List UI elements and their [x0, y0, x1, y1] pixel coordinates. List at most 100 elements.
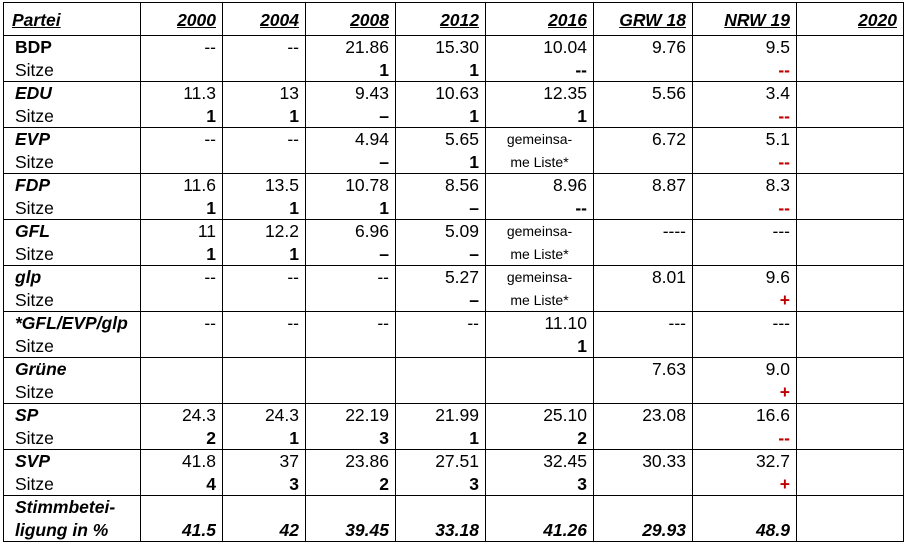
- vote-share: 9.5: [765, 37, 790, 57]
- result-cell: 6.72: [593, 127, 693, 174]
- vote-share: --: [204, 267, 216, 287]
- turnout-cell: 41.26: [485, 495, 594, 542]
- seat-count: 1: [289, 243, 299, 264]
- party-label-cell: GFL Sitze: [3, 219, 141, 266]
- result-cell: [796, 127, 904, 174]
- vote-share: 6.96: [354, 221, 389, 241]
- seat-count: --: [575, 59, 587, 80]
- turnout-label-line2: ligung in %: [15, 519, 109, 540]
- vote-share: 5.1: [765, 129, 790, 149]
- result-cell: 12.35 1: [485, 81, 594, 128]
- vote-share: 32.7: [755, 451, 790, 471]
- seat-count: [147, 59, 216, 82]
- vote-share: 8.01: [651, 267, 686, 287]
- result-cell: [140, 357, 223, 404]
- vote-share: 27.51: [435, 451, 479, 471]
- result-cell: [796, 173, 904, 220]
- seat-count: [600, 381, 686, 404]
- vote-share: --: [204, 129, 216, 149]
- result-cell: 8.96 --: [485, 173, 594, 220]
- election-results-table: Partei 2000 2004 2008 2012 2016 GRW 18 N…: [3, 2, 904, 542]
- seat-count: [600, 59, 686, 82]
- seat-count: 2: [577, 427, 587, 448]
- joint-list-note: gemeinsa-: [506, 269, 573, 285]
- vote-share: [803, 266, 897, 289]
- party-name: SVP: [15, 451, 51, 471]
- result-cell: 23.08: [593, 403, 693, 450]
- result-cell: 10.04 --: [485, 35, 594, 82]
- result-cell: [796, 81, 904, 128]
- seat-count: 3: [577, 473, 587, 494]
- vote-share: 9.0: [765, 359, 790, 379]
- seat-count: [312, 289, 389, 312]
- vote-share: --: [467, 313, 479, 333]
- result-cell: 11 1: [140, 219, 223, 266]
- vote-share: [492, 358, 587, 381]
- seat-count: 1: [289, 197, 299, 218]
- result-cell: 4.94–: [305, 127, 396, 174]
- header-col-2016: 2016: [485, 2, 594, 36]
- header-col-2004: 2004: [222, 2, 306, 36]
- result-cell: [796, 357, 904, 404]
- seat-count: [229, 151, 299, 174]
- party-label-cell: SVP Sitze: [3, 449, 141, 496]
- turnout-value: 33.18: [435, 519, 479, 540]
- vote-share: 32.45: [543, 451, 587, 471]
- vote-share: 24.3: [264, 405, 299, 425]
- party-row: EDU Sitze 11.3 1 13 1 9.43–10.63 1 12.35 1 5.56 3.4…: [3, 81, 904, 128]
- result-cell: 12.2 1: [222, 219, 306, 266]
- result-cell: ----: [593, 219, 693, 266]
- seat-count: 2: [379, 473, 389, 494]
- result-cell: 11.10 1: [485, 311, 594, 358]
- seat-count: 1: [206, 243, 216, 264]
- seats-label: Sitze: [15, 381, 54, 402]
- turnout-value: 48.9: [755, 519, 790, 540]
- seat-count: 1: [469, 151, 479, 172]
- turnout-cell: 48.9: [692, 495, 797, 542]
- party-label-cell: glp Sitze: [3, 265, 141, 312]
- seat-count: 1: [469, 59, 479, 80]
- seats-label: Sitze: [15, 289, 54, 310]
- seat-count: 1: [577, 335, 587, 356]
- party-row: *GFL/EVP/glp Sitze -- -- -- -- 11.10 1 --- ---: [3, 311, 904, 358]
- vote-share: 22.19: [345, 405, 389, 425]
- vote-share: 8.3: [765, 175, 790, 195]
- turnout-cell: 33.18: [395, 495, 486, 542]
- party-row: SP Sitze 24.3 2 24.3 1 22.19 3 21.99 1 25.10 2 23.08…: [3, 403, 904, 450]
- party-name: SP: [15, 405, 39, 425]
- result-cell: 10.78 1: [305, 173, 396, 220]
- party-row: BDP Sitze -- -- 21.86 1 15.30 1 10.04 -- 9.76 9.5 --: [3, 35, 904, 82]
- seat-change-marker: +: [779, 289, 790, 310]
- result-cell: gemeinsa-me Liste*: [485, 265, 594, 312]
- header-col-2012: 2012: [395, 2, 486, 36]
- vote-share: 13: [279, 83, 299, 103]
- vote-share: 13.5: [264, 175, 299, 195]
- result-cell: ---: [593, 311, 693, 358]
- seat-count: [147, 335, 216, 358]
- seat-count: –: [469, 289, 479, 310]
- seats-label: Sitze: [15, 427, 54, 448]
- vote-share: 16.6: [755, 405, 790, 425]
- result-cell: 41.8 4: [140, 449, 223, 496]
- seat-count: [600, 243, 686, 266]
- header-col-2020: 2020: [796, 2, 904, 36]
- vote-share: [803, 128, 897, 151]
- turnout-value: 41.5: [181, 519, 216, 540]
- result-cell: 5.65 1: [395, 127, 486, 174]
- result-cell: --: [222, 265, 306, 312]
- turnout-spacer: [492, 496, 587, 519]
- party-label-cell: EDU Sitze: [3, 81, 141, 128]
- result-cell: [305, 357, 396, 404]
- vote-share: 8.56: [444, 175, 479, 195]
- party-row: SVP Sitze 41.8 4 37 3 23.86 2 27.51 3 32.45 3 30.33 3…: [3, 449, 904, 496]
- seat-count: [312, 381, 389, 404]
- vote-share: --: [204, 313, 216, 333]
- seat-count: 1: [379, 197, 389, 218]
- result-cell: --: [395, 311, 486, 358]
- result-cell: --: [305, 265, 396, 312]
- vote-share: 9.6: [765, 267, 790, 287]
- result-cell: gemeinsa-me Liste*: [485, 219, 594, 266]
- seat-change-marker: [699, 243, 790, 266]
- seat-count: [803, 151, 897, 174]
- seat-count: [803, 105, 897, 128]
